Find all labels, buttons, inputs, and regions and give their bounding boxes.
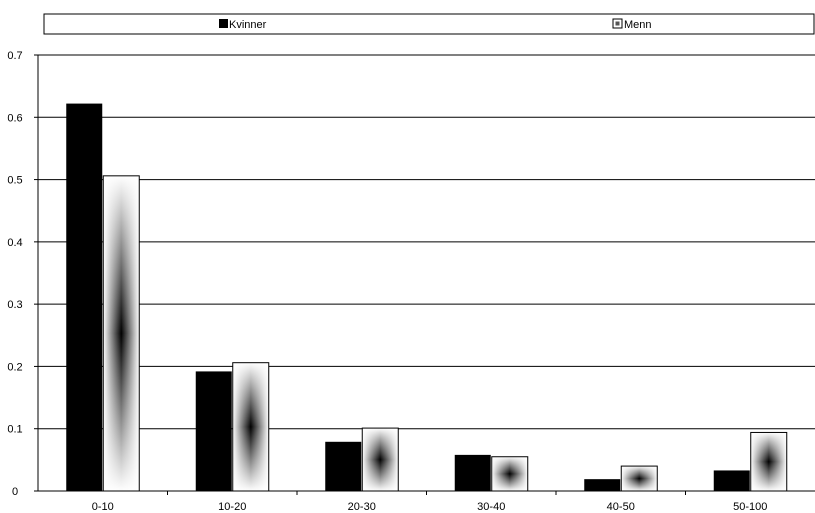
bar-kvinner-50-100 [713, 470, 750, 491]
bar-kvinner-30-40 [454, 454, 491, 491]
legend-box [43, 13, 815, 35]
bar-menn-20-30 [361, 427, 399, 492]
bar-menn-0-10 [102, 175, 140, 492]
y-tick-label: 0.3 [7, 299, 22, 311]
y-tick-label: 0.1 [7, 424, 22, 436]
y-tick-label: 0.6 [7, 112, 22, 124]
y-tick-label: 0.5 [7, 175, 22, 187]
x-tick-label: 0-10 [92, 501, 114, 513]
bar-menn-10-20 [232, 362, 270, 492]
x-tick-label: 50-100 [733, 501, 767, 513]
bar-kvinner-20-30 [325, 441, 362, 491]
x-tick-label: 30-40 [477, 501, 505, 513]
legend-swatch-menn-center [615, 21, 620, 26]
bar-menn-40-50 [620, 465, 658, 492]
gridlines [38, 54, 815, 430]
axes [37, 55, 815, 492]
bar-menn-shade [491, 456, 528, 491]
bar-menn-shade [750, 432, 787, 491]
legend-label-menn: Menn [624, 19, 652, 31]
bar-menn-30-40 [491, 456, 529, 492]
bar-menn-shade [232, 362, 269, 491]
bar-menn-shade [103, 175, 140, 491]
legend-item-menn: Menn [612, 18, 652, 31]
x-axis-ticks: 0-10 10-20 20-30 30-40 40-50 50-100 [92, 491, 767, 513]
x-tick-label: 20-30 [348, 501, 376, 513]
legend-swatch-kvinner [219, 19, 228, 28]
bar-kvinner-0-10 [66, 103, 103, 491]
bar-kvinner-10-20 [195, 371, 232, 491]
y-tick-label: 0.2 [7, 361, 22, 373]
x-tick-label: 10-20 [218, 501, 246, 513]
legend-item-kvinner: Kvinner [219, 19, 267, 31]
bar-menn-shade [362, 428, 399, 491]
y-tick-label: 0.4 [7, 237, 22, 249]
legend: Kvinner Menn [43, 13, 815, 35]
bar-kvinner-40-50 [584, 479, 621, 491]
bar-menn-shade [621, 466, 658, 491]
bar-menn-50-100 [750, 431, 788, 492]
y-tick-label: 0 [12, 486, 18, 498]
bars [66, 103, 788, 492]
y-axis-ticks: 0 0.1 0.2 0.3 0.4 0.5 0.6 0.7 [7, 50, 38, 498]
y-tick-label: 0.7 [7, 50, 22, 62]
x-tick-label: 40-50 [607, 501, 635, 513]
legend-label-kvinner: Kvinner [229, 19, 267, 31]
